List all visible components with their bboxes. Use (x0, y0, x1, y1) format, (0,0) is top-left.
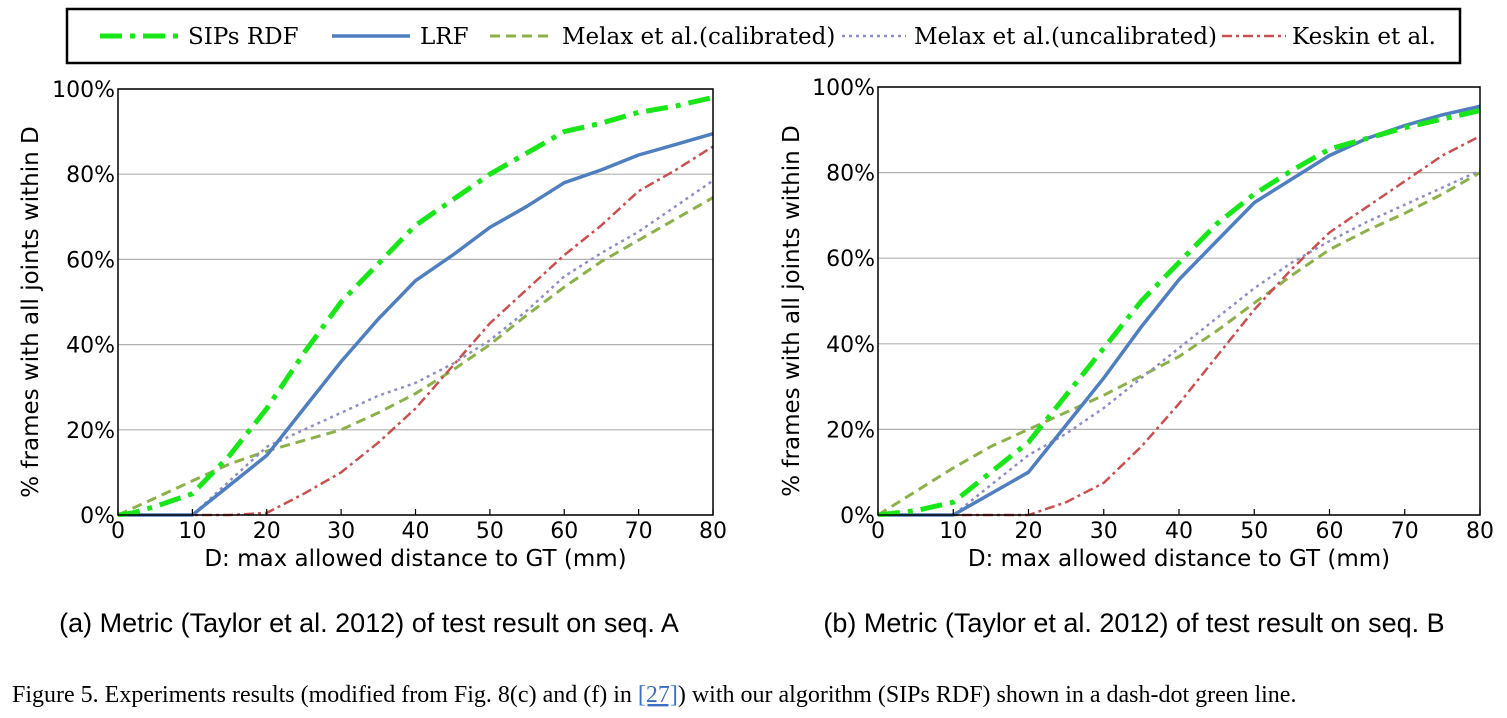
chart-a-xtick-label: 30 (327, 519, 355, 544)
chart-a-xtick-label: 80 (699, 519, 727, 544)
chart-a-line-lrf (118, 132, 713, 517)
chart-a-xtick-label: 60 (550, 519, 578, 544)
chart-a-ytick-label: 60% (66, 248, 115, 273)
chart-a-y-axis-label: % frames with all joints within D (18, 126, 44, 497)
chart-b-y-axis-label: % frames with all joints within D (779, 125, 805, 496)
subcaption-a: (a) Metric (Taylor et al. 2012) of test … (59, 608, 679, 638)
chart-b-line-melax-et-al-uncalibrated (878, 169, 1480, 517)
legend-label-melax-et-al-calibrated: Melax et al.(calibrated) (562, 24, 835, 50)
chart-b-xtick-label: 10 (939, 519, 967, 544)
chart-b-series-group (878, 104, 1480, 517)
legend-label-lrf: LRF (420, 24, 469, 50)
caption-after: ) with our algorithm (SIPs RDF) shown in… (678, 682, 1297, 708)
chart-a-plot-frame (117, 88, 714, 516)
chart-a-line-keskin-et-al (118, 145, 713, 517)
legend-label-melax-et-al-uncalibrated: Melax et al.(uncalibrated) (914, 24, 1217, 50)
chart-b-line-melax-et-al-calibrated (878, 171, 1480, 517)
chart-a-ytick-label: 40% (66, 334, 115, 359)
chart-a-line-melax-et-al-calibrated (118, 196, 713, 517)
chart-a-line-melax-et-al-uncalibrated (118, 179, 713, 517)
chart-b-ytick-label: 60% (826, 247, 875, 272)
chart-b-ytick-label: 80% (826, 162, 875, 187)
chart-a-line-sips-rdf (118, 95, 713, 517)
chart-a-x-axis-label: D: max allowed distance to GT (mm) (204, 546, 626, 572)
legend-label-keskin-et-al: Keskin et al. (1292, 24, 1436, 50)
chart-b-xtick-label: 30 (1090, 519, 1118, 544)
chart-b-plot-frame (877, 86, 1481, 516)
chart-a-ytick-label: 80% (66, 163, 115, 188)
chart-b-xtick-label: 40 (1165, 519, 1193, 544)
chart-a-xtick-label: 10 (178, 519, 206, 544)
figure-caption: Figure 5. Experiments results (modified … (12, 682, 1296, 708)
chart-a-xtick-label: 20 (253, 519, 281, 544)
chart-b-line-keskin-et-al (878, 135, 1480, 517)
subcaption-b: (b) Metric (Taylor et al. 2012) of test … (823, 608, 1444, 638)
chart-a-ytick-label: 0% (80, 504, 115, 529)
chart-b: 0 10 20 30 40 50 60 70 80 0% 20% 40% 60% 80% 100% D: ma… (779, 76, 1494, 572)
chart-b-ytick-label: 100% (812, 76, 875, 101)
legend-label-sips-rdf: SIPs RDF (188, 24, 299, 50)
chart-b-ytick-label: 20% (826, 418, 875, 443)
chart-b-line-sips-rdf (878, 108, 1480, 517)
chart-b-x-axis-label: D: max allowed distance to GT (mm) (968, 546, 1390, 572)
chart-b-ytick-label: 40% (826, 333, 875, 358)
chart-b-xtick-label: 50 (1240, 519, 1268, 544)
chart-a-ytick-label: 100% (52, 78, 115, 103)
chart-b-ytick-label: 0% (840, 504, 875, 529)
chart-a-series-group (118, 95, 713, 517)
chart-b-xtick-label: 60 (1316, 519, 1344, 544)
caption-ref-link[interactable]: [27] (638, 682, 678, 708)
chart-b-line-lrf (878, 104, 1480, 517)
legend: SIPs RDF LRF Melax et al.(calibrated) Melax… (65, 7, 1462, 65)
chart-a-xtick-label: 0 (111, 519, 125, 544)
chart-a-xtick-label: 50 (476, 519, 504, 544)
chart-b-xtick-label: 0 (871, 519, 885, 544)
chart-a-xtick-label: 40 (402, 519, 430, 544)
chart-b-xtick-label: 20 (1015, 519, 1043, 544)
chart-a-xtick-label: 70 (625, 519, 653, 544)
chart-b-xtick-label: 80 (1466, 519, 1494, 544)
caption-before: Figure 5. Experiments results (modified … (12, 682, 638, 708)
chart-a: 0 10 20 30 40 50 60 70 80 0% 20% 40% 60% 80% 100% D: ma… (18, 78, 727, 572)
chart-b-xtick-label: 70 (1391, 519, 1419, 544)
chart-a-ytick-label: 20% (66, 419, 115, 444)
